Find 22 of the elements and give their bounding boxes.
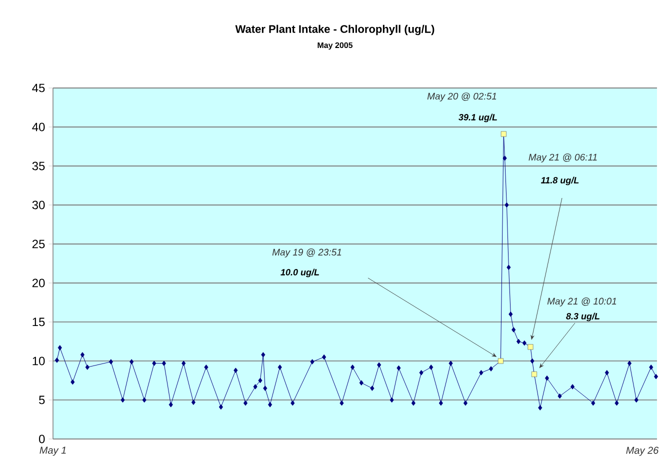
x-tick-label: May 1 — [40, 446, 66, 456]
x-tick-label: May 26 — [626, 446, 659, 456]
y-tick-label: 20 — [32, 278, 45, 288]
annotation: May 21 @ 10:01 — [547, 298, 616, 306]
annotation: May 20 @ 02:51 — [427, 92, 496, 102]
y-tick-label: 15 — [32, 318, 45, 326]
y-tick-label: 5 — [39, 396, 45, 404]
y-tick-label: 35 — [32, 162, 45, 170]
y-tick-label: 30 — [32, 200, 45, 210]
annotation: 39.1 ug/L — [458, 114, 497, 122]
annotation: May 19 @ 23:51 — [272, 248, 342, 258]
annotation: 8.3 ug/L — [566, 312, 600, 322]
y-tick-label: 10 — [32, 356, 45, 366]
annotation: 11.8 ug/L — [540, 176, 579, 186]
annotation: May 21 @ 06:11 — [528, 154, 597, 162]
y-tick-label: 0 — [39, 434, 45, 444]
y-tick-label: 25 — [32, 240, 45, 248]
y-tick-label: 40 — [32, 122, 45, 132]
chart-title: Water Plant Intake - Chlorophyll (ug/L) — [235, 24, 434, 36]
chart-subtitle: May 2005 — [318, 42, 353, 50]
annotation: 10.0 ug/L — [280, 268, 319, 278]
y-tick-label: 45 — [32, 84, 45, 92]
